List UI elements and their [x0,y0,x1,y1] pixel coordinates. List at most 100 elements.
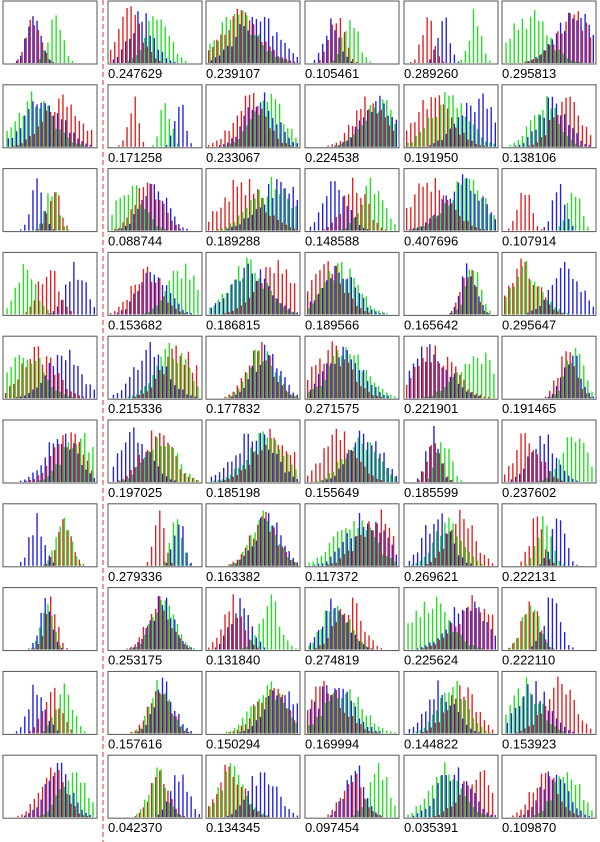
histogram-bar [456,475,458,482]
histogram-bar [293,451,296,482]
histogram-bar [451,530,453,566]
similarity-score: 0.191950 [404,150,458,165]
histogram-bar [277,219,279,231]
histogram-bar [481,563,483,566]
histogram-bar [39,357,41,399]
histogram-bar [138,284,140,315]
histogram-bar [539,786,541,818]
histogram-bar [176,623,179,650]
histogram-bar [288,691,290,734]
histogram-bar [540,287,543,315]
histogram-bar [337,145,339,147]
histogram-bar [341,614,343,650]
histogram-bar [504,474,506,482]
histogram-bar [357,213,359,231]
histogram-bar [451,623,453,650]
histogram-bar [273,376,275,399]
histogram-bar [358,513,361,566]
histogram-bar [559,722,562,734]
histogram-bar [441,513,443,566]
histogram-bar [343,553,346,566]
histogram-bar [141,21,143,63]
histogram-bar [566,135,569,147]
histogram-bar [478,607,480,650]
histogram-bar [558,226,560,231]
histogram-bar [536,58,539,63]
histogram-bar [225,731,228,734]
histogram-bar [36,635,38,650]
histogram-bar [316,386,318,399]
histogram-bar [229,19,232,64]
histogram-bar [356,305,358,315]
histogram-bar [562,564,564,566]
histogram-bar [59,789,61,818]
histogram-bar [21,142,23,147]
histogram-bar [532,144,534,147]
histogram-bar [26,269,29,315]
histogram-bar [332,692,335,734]
histogram-bar [153,356,155,399]
histogram-bar [345,528,347,566]
histogram-bar [153,184,155,231]
histogram-bar [365,799,367,818]
histogram-bar [63,394,65,399]
histogram-bar [213,480,215,482]
histogram-bar [172,614,175,650]
histogram-bar [270,525,273,566]
histogram-bar [375,812,377,818]
histogram-bar [170,791,172,818]
histogram-bar [208,221,210,231]
histogram-bar [29,135,31,147]
histogram-bar [14,357,16,399]
histogram-bar [239,598,241,650]
histogram-bar [48,780,50,818]
histogram-bar [270,93,273,147]
histogram-bar [262,813,264,818]
histogram-bar [312,303,314,315]
histogram-bar [281,273,283,315]
histogram-bar [476,357,479,399]
histogram-bar [544,549,547,566]
histogram-bar [349,268,351,315]
histogram-bar [66,106,68,147]
histogram-bar [312,389,314,399]
histogram-bar [288,193,290,231]
histogram-bar [540,773,543,818]
histogram-bar [283,383,285,399]
histogram-bar [434,644,436,650]
histogram-bar [120,49,123,63]
histogram-bar [9,386,11,399]
histogram-bar [144,313,146,315]
histogram-bar [416,648,419,650]
histogram-bar [390,557,392,566]
histogram-bar [161,473,164,482]
histogram-bar [485,352,487,399]
histogram-bar [339,141,342,147]
histogram-bar [137,442,139,482]
histogram-bar [316,716,318,734]
histogram-bar [452,779,454,818]
histogram-bar [118,28,120,63]
histogram-bar [353,815,355,818]
histogram-bar [35,107,37,147]
histogram-bar [383,530,385,566]
histogram-bar [536,714,539,734]
histogram-bar [449,705,451,734]
histogram-bar [240,305,243,315]
histogram-bar [557,377,559,399]
histogram-bar [531,694,533,734]
histogram-bar [372,530,374,566]
histogram-bar [464,286,466,315]
histogram-bar [326,35,328,63]
histogram-bar [368,473,370,482]
histogram-bar [127,60,130,63]
histogram-bar [558,729,560,734]
histogram-bar [337,698,339,734]
histogram-bar [353,520,355,566]
histogram-bar [426,182,428,231]
histogram-bar [289,710,292,734]
histogram-bar [20,727,22,734]
histogram-bar [150,613,153,650]
histogram-bar [272,786,274,818]
histogram-bar [383,103,385,147]
